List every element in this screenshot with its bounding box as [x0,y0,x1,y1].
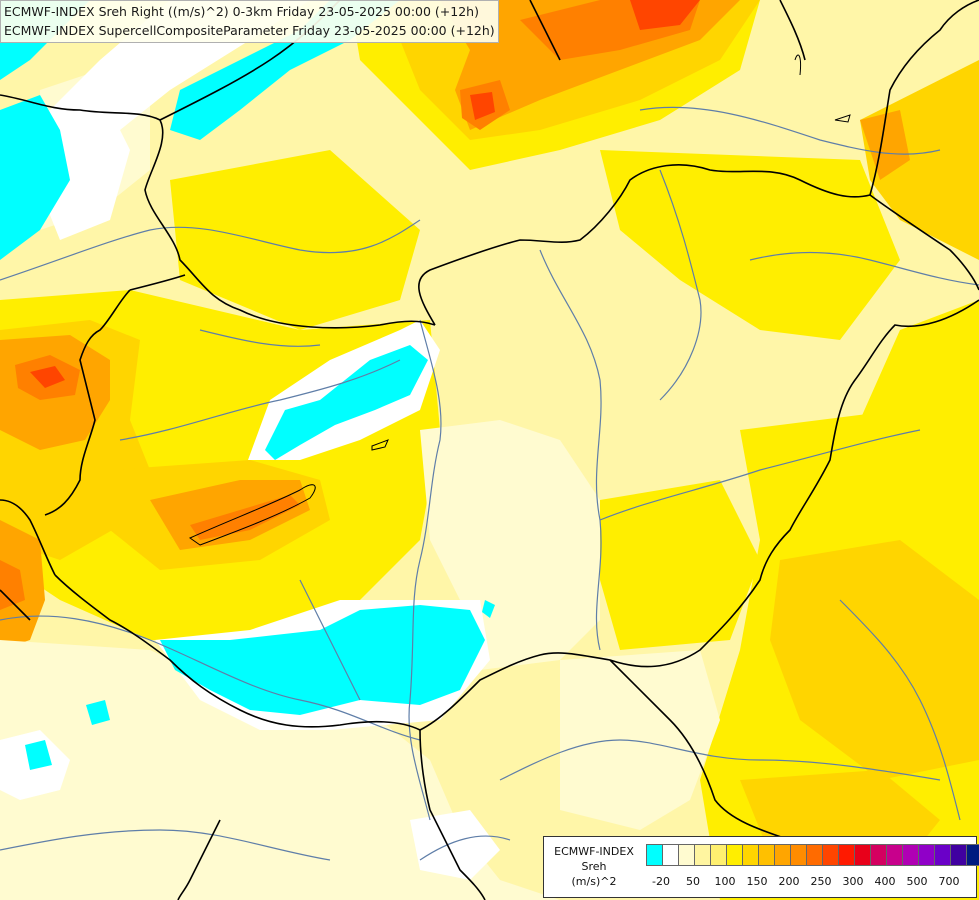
legend-swatch [646,844,663,866]
country-border [44,289,131,516]
legend-swatch [966,844,979,866]
legend-swatch [678,844,695,866]
legend-tick-label: 200 [778,875,800,888]
legend-tick-label: 100 [714,875,736,888]
river [419,835,511,861]
river [539,249,602,651]
river [119,359,401,441]
country-border [419,299,979,731]
legend-tick-label: 500 [906,875,928,888]
legend-swatch [822,844,839,866]
legend-swatch [774,844,791,866]
country-border [0,499,56,576]
sreh-red-orange-region [630,0,700,30]
legend-tick-label: 250 [810,875,832,888]
river [299,579,361,701]
river [839,599,961,821]
country-border [609,659,791,841]
country-border [779,0,806,61]
legend-swatch [662,844,679,866]
lake-outline [834,114,851,123]
legend-swatch [710,844,727,866]
sreh-dark-orange-region [190,495,300,540]
sreh-cyan-region [86,700,110,725]
legend-swatch [886,844,903,866]
sreh-yellow-region [170,150,420,330]
legend-swatch [870,844,887,866]
lake-outline [371,439,389,451]
sreh-dark-orange-region [0,560,25,610]
river [749,251,979,286]
river [659,169,702,401]
legend-label: ECMWF-INDEX Sreh (m/s)^2 [546,844,642,889]
country-border [54,574,421,731]
river [639,106,941,155]
sreh-orange-region [860,110,910,180]
legend-tick-label: 400 [874,875,896,888]
legend-swatch [790,844,807,866]
map-title-line-1: ECMWF-INDEX Sreh Right ((m/s)^2) 0-3km F… [4,4,479,19]
sreh-gold-region [770,540,979,780]
legend-swatch [758,844,775,866]
sreh-yellow-region [600,480,760,650]
country-border [869,0,979,196]
lake-outline [188,484,316,546]
legend-swatch [694,844,711,866]
country-border [419,729,486,900]
legend-color-bar [646,844,979,866]
sreh-cyan-region [160,605,485,715]
legend-unit: (m/s)^2 [571,875,617,888]
color-legend: ECMWF-INDEX Sreh (m/s)^2 -20 50 100 150 200 2… [543,836,979,898]
legend-variable: Sreh [581,860,607,873]
legend-swatch [854,844,871,866]
sreh-white-halo [410,810,500,880]
legend-tick-labels: -20 50 100 150 200 250 300 400 500 700 [646,875,976,889]
map-title-box: ECMWF-INDEX Sreh Right ((m/s)^2) 0-3km F… [0,0,499,43]
sreh-yellow-region [600,150,900,340]
sreh-cyan-region [0,95,70,260]
legend-swatch [806,844,823,866]
legend-swatch [902,844,919,866]
legend-tick-label: 300 [842,875,864,888]
country-border [129,274,186,291]
legend-swatch [934,844,951,866]
legend-swatch [950,844,967,866]
country-border [0,589,31,621]
sreh-gold-region [860,60,979,260]
sreh-red-orange-region [470,92,495,120]
sreh-light-yellow-region [560,650,720,830]
sreh-cyan-region [265,345,428,460]
country-border [0,94,436,329]
legend-source: ECMWF-INDEX [554,845,634,858]
legend-swatch [838,844,855,866]
country-border [177,819,221,900]
legend-tick-label: 700 [938,875,960,888]
legend-tick-label: -20 [652,875,670,888]
sreh-cyan-region [25,740,52,770]
legend-swatch [726,844,743,866]
map-title-line-2: ECMWF-INDEX SupercellCompositeParameter … [4,23,495,38]
river [199,329,321,347]
legend-tick-label: 150 [746,875,768,888]
river [0,615,421,741]
lake-outline [794,54,801,76]
river [599,429,921,521]
country-border [529,0,561,61]
legend-swatch [918,844,935,866]
legend-swatch [742,844,759,866]
river [499,739,941,781]
legend-tick-label: 50 [686,875,700,888]
river-layer [0,106,979,861]
sreh-red-orange-region [30,366,65,388]
river [0,219,421,281]
sreh-cyan-region [482,600,495,618]
river [0,829,331,861]
country-border [418,164,979,326]
